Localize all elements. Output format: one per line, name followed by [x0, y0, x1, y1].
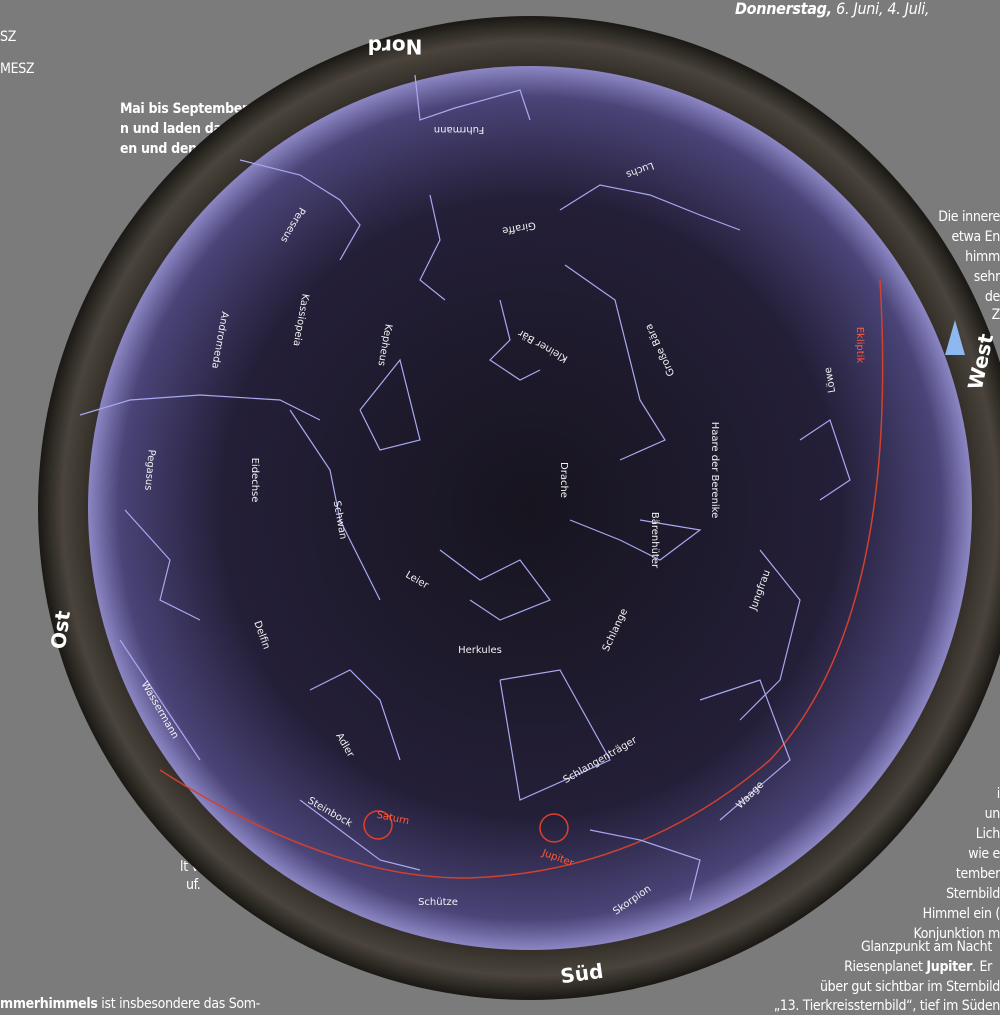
constellation-label: Bärenhüter	[649, 512, 660, 569]
ecliptic-label: Ekliptik	[854, 327, 865, 364]
constellation-label: Drache	[558, 462, 569, 498]
constellation-label: Schütze	[418, 897, 458, 908]
constellation-label: Eidechse	[249, 458, 260, 503]
sky-disc	[88, 66, 972, 950]
star-map: NordWestOstSüdEkliptikSaturnJupiterFuhrm…	[0, 0, 1000, 1010]
page: SZMESZMai bis Septembern und laden dazue…	[0, 0, 1000, 1010]
direction-label: Nord	[368, 35, 423, 59]
constellation-label: Fuhrmann	[434, 124, 484, 135]
constellation-label: Herkules	[458, 645, 502, 656]
constellation-label: Haare der Berenike	[709, 422, 720, 519]
